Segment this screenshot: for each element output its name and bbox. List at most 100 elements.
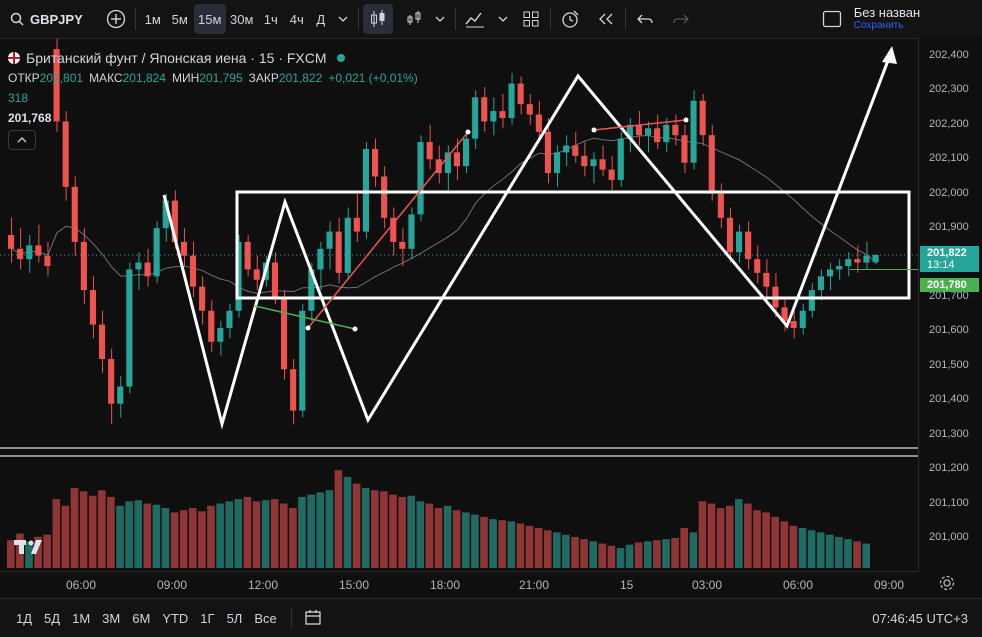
clock-timezone[interactable]: 07:46:45 UTC+3 (872, 610, 968, 626)
layout-name: Без назван (853, 6, 921, 20)
timeframe-1m[interactable]: 1м (144, 11, 161, 27)
toolbar-divider (134, 8, 136, 30)
tradingview-logo[interactable] (14, 538, 48, 559)
range-ytd[interactable]: YTD (162, 610, 189, 626)
volume-bar (189, 508, 197, 568)
alert-clock-icon[interactable] (555, 4, 585, 34)
timeframe-day[interactable]: Д (316, 11, 326, 27)
volume-bar (261, 500, 270, 568)
time-tick: 21:00 (519, 578, 550, 592)
chart-pane[interactable] (0, 38, 918, 571)
candle-body (726, 217, 733, 253)
toolbar-divider (624, 8, 626, 30)
time-axis[interactable]: 06:00 09:00 12:00 15:00 18:00 21:00 15 0… (0, 571, 918, 598)
price-scale[interactable]: 202,400 202,300 202,200 202,100 202,000 … (918, 38, 982, 571)
layout-name-block[interactable]: Без назван Сохранить (854, 6, 922, 32)
undo-icon[interactable] (630, 4, 660, 34)
calendar-icon[interactable] (304, 608, 322, 629)
chevron-down-icon[interactable] (429, 4, 451, 34)
time-tick: 06:00 (783, 578, 814, 592)
symbol-search-button[interactable]: GBPJPY (30, 11, 83, 27)
range-1y[interactable]: 1Г (200, 610, 215, 626)
volume-bar (571, 536, 579, 568)
volume-bar (625, 544, 634, 568)
collapse-legend-button[interactable] (8, 130, 36, 150)
candle-body (35, 245, 42, 256)
candle-body (544, 131, 551, 174)
range-5y[interactable]: 5Л (226, 610, 243, 626)
legend-title[interactable]: Британский фунт / Японская иена · 15 · F… (26, 50, 327, 66)
time-tick: 09:00 (157, 578, 188, 592)
candle-body (745, 231, 752, 260)
high-value: 201,824 (122, 71, 166, 85)
timeframe-5m[interactable]: 5м (171, 11, 188, 27)
candles-icon[interactable] (362, 4, 393, 34)
volume-bar (507, 521, 516, 568)
volume-bar (698, 501, 707, 568)
search-icon[interactable] (8, 4, 26, 34)
candle-body (472, 97, 479, 139)
range-all[interactable]: Все (254, 610, 277, 626)
timeframe-30m[interactable]: 30м (230, 11, 254, 27)
chevron-down-icon[interactable] (332, 4, 354, 34)
current-price-label: 201,822 13:14 (920, 246, 979, 272)
volume-bar (607, 545, 616, 568)
price-tick: 201,400 (929, 393, 969, 405)
candle-body (699, 100, 706, 136)
candle-body (463, 138, 470, 167)
candle-body (317, 248, 324, 270)
price-tick: 202,000 (929, 187, 969, 199)
save-link[interactable]: Сохранить (853, 20, 904, 31)
timeframe-15m[interactable]: 15м (193, 4, 226, 34)
anchor-point (591, 127, 597, 133)
candle-body (626, 124, 633, 139)
time-tick: 15:00 (339, 578, 370, 592)
candle-body (153, 228, 160, 277)
volume-bar (334, 470, 343, 568)
volume-bar (443, 505, 452, 568)
settings-gear-icon[interactable] (938, 574, 956, 595)
range-5d[interactable]: 5Д (44, 610, 61, 626)
volume-bar (252, 501, 261, 568)
range-1d[interactable]: 1Д (16, 610, 33, 626)
layout-grid-icon[interactable] (516, 4, 546, 34)
volume-bar (380, 491, 388, 568)
anchor-point (465, 129, 471, 135)
layout-select-icon[interactable] (820, 4, 844, 34)
candle-body (654, 128, 661, 143)
drawn-zigzag-path (162, 49, 894, 430)
range-3m[interactable]: 3М (102, 610, 121, 626)
candle-body (836, 266, 843, 270)
timeframe-1h[interactable]: 1ч (263, 11, 278, 27)
volume-bar (270, 499, 279, 568)
trend-line-red (307, 131, 469, 329)
candle-body (736, 231, 743, 253)
timeframe-4h[interactable]: 4ч (289, 11, 304, 27)
add-symbol-icon[interactable] (101, 4, 131, 34)
candle-body (608, 169, 615, 180)
candle-body (581, 155, 588, 167)
volume-bar (161, 508, 170, 568)
volume-bar (671, 538, 679, 568)
volume-bar (61, 505, 70, 568)
volume-bar (116, 505, 124, 568)
volume-bar (844, 539, 852, 568)
redo-icon[interactable] (666, 4, 696, 34)
range-1m[interactable]: 1М (72, 610, 91, 626)
volume-bar (52, 499, 61, 568)
chart-canvas[interactable] (0, 38, 918, 571)
low-value: 201,795 (199, 71, 243, 85)
replay-icon[interactable] (591, 4, 621, 34)
candle-body (299, 310, 306, 411)
candle-body (226, 310, 233, 328)
chevron-down-icon[interactable] (490, 4, 516, 34)
bar-style-icon[interactable] (399, 4, 429, 34)
candle-body (135, 262, 142, 270)
volume-bar (371, 490, 379, 568)
indicators-icon[interactable] (460, 4, 490, 34)
volume-bar (853, 541, 861, 568)
volume-bar (689, 532, 698, 568)
candle-body (144, 262, 151, 277)
range-6m[interactable]: 6М (132, 610, 151, 626)
price-tick: 201,000 (929, 531, 969, 543)
